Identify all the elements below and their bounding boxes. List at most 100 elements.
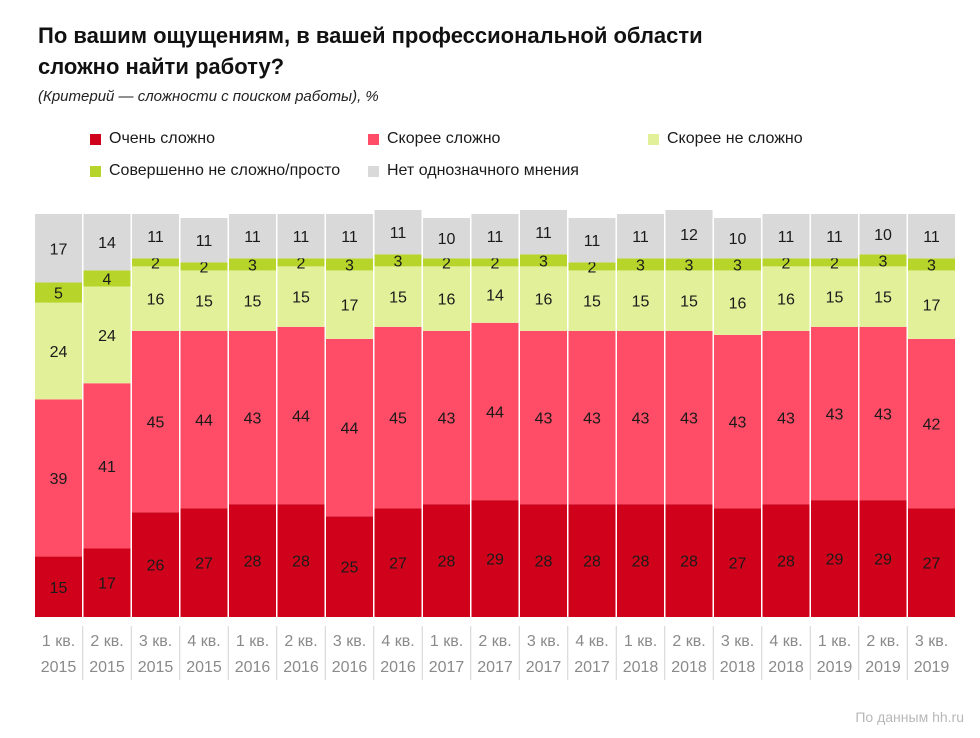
bar-label-s3-c5: 2	[297, 255, 306, 272]
bar-label-s2-c0: 24	[50, 344, 68, 361]
bar-segment-s0-c7	[374, 508, 422, 617]
bar-segment-s4-c0	[35, 214, 82, 283]
x-tick-label-quarter-8: 1 кв.	[430, 633, 463, 650]
bar-segment-s4-c2	[132, 214, 179, 259]
x-tick-label-year-0: 2015	[41, 659, 77, 676]
bar-segment-s3-c1	[83, 270, 131, 287]
legend-swatch-not-hard-at-all	[90, 165, 101, 177]
bar-label-s4-c10: 11	[535, 225, 552, 242]
bar-segment-s1-c9	[471, 322, 519, 501]
bar-label-s1-c0: 39	[50, 471, 68, 488]
bar-label-s3-c1: 4	[103, 271, 112, 288]
bar-segment-s3-c9	[471, 258, 519, 267]
bar-label-s0-c0: 15	[50, 580, 68, 597]
bar-segment-s4-c4	[229, 214, 276, 259]
bar-segment-s2-c15	[762, 266, 810, 331]
bar-segment-s1-c0	[35, 399, 82, 557]
bar-segment-s4-c9	[471, 214, 519, 259]
x-tick-label-year-12: 2018	[623, 659, 659, 676]
bar-segment-s1-c1	[83, 383, 131, 549]
bar-segment-s0-c11	[568, 504, 616, 617]
bar-segment-s1-c6	[326, 338, 373, 517]
bar-segment-s1-c17	[859, 326, 907, 501]
bar-segment-s2-c1	[83, 286, 131, 384]
bar-segment-s2-c10	[520, 266, 567, 331]
legend-item-rather-not-hard: Скорее не сложно	[648, 130, 803, 148]
bar-segment-s2-c8	[423, 266, 470, 331]
bar-segment-s3-c6	[326, 258, 373, 271]
bar-label-s1-c5: 44	[292, 409, 310, 426]
legend-item-no-opinion: Нет однозначного мнения	[368, 162, 579, 180]
x-tick-label-quarter-11: 4 кв.	[575, 633, 608, 650]
bar-label-s2-c2: 16	[147, 292, 165, 309]
bar-segment-s1-c2	[132, 330, 179, 513]
bar-label-s3-c7: 3	[394, 253, 403, 270]
bar-segment-s4-c16	[811, 214, 858, 259]
source-note: По данным hh.ru	[855, 709, 964, 725]
x-tick-label-quarter-12: 1 кв.	[624, 633, 657, 650]
bar-label-s0-c6: 25	[341, 560, 359, 577]
x-tick-label-year-11: 2017	[574, 659, 610, 676]
x-tick-label-year-2: 2015	[138, 659, 174, 676]
legend-label-not-hard-at-all: Совершенно не сложно/просто	[109, 162, 341, 179]
bar-segment-s2-c16	[811, 266, 858, 327]
bar-label-s3-c6: 3	[345, 257, 354, 274]
bar-label-s4-c1: 14	[98, 235, 116, 252]
x-tick-label-year-18: 2019	[914, 659, 950, 676]
bar-segment-s0-c2	[132, 512, 179, 617]
bar-segment-s0-c16	[811, 500, 858, 617]
bar-segment-s1-c7	[374, 326, 422, 509]
x-tick-label-year-15: 2018	[768, 659, 804, 676]
bar-label-s2-c17: 15	[874, 290, 892, 307]
bar-segment-s2-c7	[374, 266, 422, 327]
bar-label-s0-c14: 27	[729, 556, 747, 573]
x-tick-label-year-16: 2019	[817, 659, 853, 676]
bar-segment-s2-c0	[35, 302, 82, 400]
bar-segment-s4-c8	[423, 218, 470, 259]
bar-segment-s0-c13	[665, 504, 713, 617]
bar-label-s3-c10: 3	[539, 253, 548, 270]
bar-label-s0-c5: 28	[292, 554, 310, 571]
bar-label-s0-c8: 28	[438, 554, 456, 571]
bar-label-s4-c18: 11	[923, 229, 940, 246]
bar-segment-s0-c14	[714, 508, 761, 617]
x-tick-label-quarter-5: 2 кв.	[284, 633, 317, 650]
bar-segment-s3-c15	[762, 258, 810, 267]
x-tick-label-year-1: 2015	[89, 659, 125, 676]
bar-segment-s4-c18	[908, 214, 955, 259]
legend-swatch-no-opinion	[368, 165, 379, 177]
x-tick-label-quarter-4: 1 кв.	[236, 633, 269, 650]
legend-item-not-hard-at-all: Совершенно не сложно/просто	[90, 162, 340, 180]
x-tick-label-year-14: 2018	[720, 659, 756, 676]
bar-label-s3-c18: 3	[927, 257, 936, 274]
bar-label-s4-c8: 10	[438, 231, 456, 248]
bar-label-s4-c2: 11	[147, 229, 164, 246]
bar-label-s0-c3: 27	[195, 556, 213, 573]
bar-label-s1-c2: 45	[147, 415, 165, 432]
bar-segment-s3-c8	[423, 258, 470, 267]
bar-segment-s2-c14	[714, 270, 761, 335]
bar-label-s3-c4: 3	[248, 257, 257, 274]
bar-label-s2-c6: 17	[341, 298, 359, 315]
legend-swatch-very-hard	[90, 133, 101, 145]
legend-swatch-rather-not-hard	[648, 133, 659, 145]
bar-label-s2-c3: 15	[195, 294, 213, 311]
bar-label-s0-c7: 27	[389, 556, 407, 573]
legend-swatch-rather-hard	[368, 133, 379, 145]
bar-label-s4-c15: 11	[778, 229, 795, 246]
x-tick-label-quarter-18: 3 кв.	[915, 633, 948, 650]
bar-segment-s1-c11	[568, 330, 616, 505]
bar-label-s1-c18: 42	[923, 417, 941, 434]
bar-segment-s2-c13	[665, 270, 713, 331]
bar-label-s1-c13: 43	[680, 411, 698, 428]
bar-label-s3-c9: 2	[491, 255, 500, 272]
bar-segment-s0-c9	[471, 500, 519, 617]
bar-segment-s1-c4	[229, 330, 276, 505]
bar-label-s1-c3: 44	[195, 413, 213, 430]
bar-label-s4-c12: 11	[632, 229, 649, 246]
x-tick-label-year-6: 2016	[332, 659, 368, 676]
bar-segment-s1-c8	[423, 330, 470, 505]
bar-label-s3-c0: 5	[54, 286, 63, 303]
bar-segment-s4-c15	[762, 214, 810, 259]
bar-segment-s0-c18	[908, 508, 955, 617]
